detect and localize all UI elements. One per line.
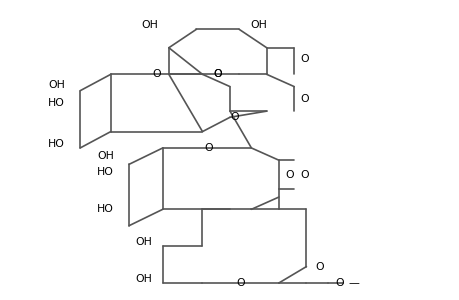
Text: —: — (347, 278, 358, 288)
Text: O: O (335, 278, 344, 288)
Text: OH: OH (135, 237, 152, 247)
Text: OH: OH (250, 20, 267, 30)
Text: O: O (204, 143, 213, 153)
Text: OH: OH (97, 151, 113, 161)
Text: HO: HO (97, 204, 113, 214)
Text: OH: OH (48, 80, 65, 90)
Text: O: O (300, 94, 308, 104)
Text: O: O (300, 54, 308, 64)
Text: O: O (315, 262, 324, 272)
Text: OH: OH (135, 274, 152, 284)
Text: HO: HO (48, 139, 65, 149)
Text: OH: OH (141, 20, 158, 30)
Text: O: O (230, 112, 239, 122)
Text: O: O (285, 169, 293, 179)
Text: HO: HO (48, 98, 65, 108)
Text: O: O (213, 69, 222, 79)
Text: O: O (300, 169, 308, 179)
Text: HO: HO (97, 167, 113, 178)
Text: O: O (213, 69, 222, 79)
Text: O: O (152, 69, 161, 79)
Text: O: O (236, 278, 245, 288)
